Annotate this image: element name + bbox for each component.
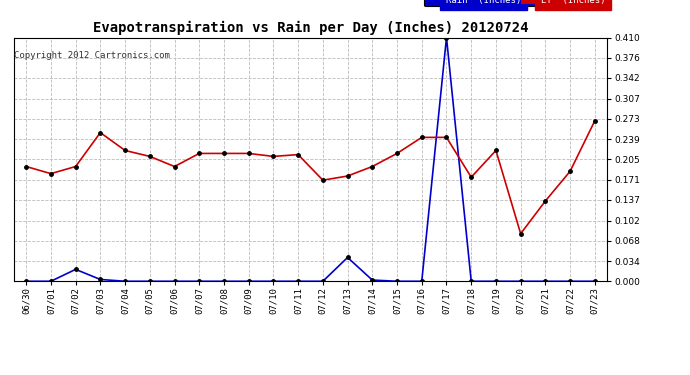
Title: Evapotranspiration vs Rain per Day (Inches) 20120724: Evapotranspiration vs Rain per Day (Inch… [92,21,529,35]
Legend: Rain  (Inches), ET  (Inches): Rain (Inches), ET (Inches) [424,0,607,6]
Text: Copyright 2012 Cartronics.com: Copyright 2012 Cartronics.com [14,51,170,60]
